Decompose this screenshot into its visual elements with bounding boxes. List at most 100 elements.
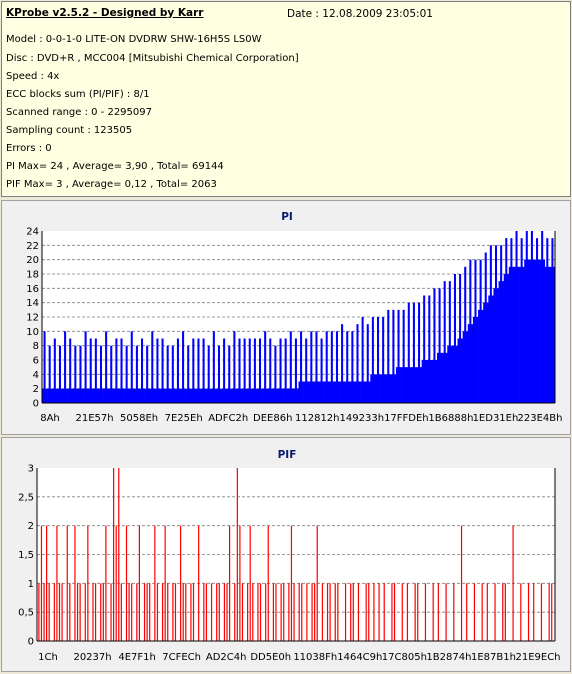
pif-bar xyxy=(316,525,318,641)
pif-y-tick-label: 2,5 xyxy=(18,492,34,503)
pi-peak-bar xyxy=(351,331,354,403)
pi-peak-bar xyxy=(269,338,272,403)
pi-peak-bar xyxy=(238,338,241,403)
pif-bar xyxy=(105,525,107,641)
pif-bar xyxy=(350,583,352,641)
pif-bar xyxy=(180,525,182,641)
pi-peak-bar xyxy=(530,231,533,403)
pif-bar xyxy=(40,525,43,641)
pi-peak-bar xyxy=(84,331,87,403)
pif-bar xyxy=(272,583,275,641)
pif-bar xyxy=(56,525,58,641)
pi-peak-bar xyxy=(135,345,138,403)
pi-peak-bar xyxy=(500,245,503,403)
pif-x-tick-label: 1464C9h xyxy=(337,652,382,663)
pif-bar xyxy=(321,583,323,641)
pi-y-tick-label: 16 xyxy=(26,284,39,295)
pi-peak-bar xyxy=(510,238,513,403)
pi-y-tick-label: 14 xyxy=(26,298,39,309)
pif-bar xyxy=(486,583,488,641)
pif-bar xyxy=(326,583,329,641)
pif-bar xyxy=(453,583,455,641)
pi-x-tick-label: 21E57h xyxy=(75,413,113,424)
pi-peak-bar xyxy=(69,338,72,403)
pif-bar xyxy=(79,583,81,641)
pif-bar xyxy=(337,583,339,641)
pif-bar xyxy=(74,525,76,641)
pi-peak-bar xyxy=(423,295,426,403)
pif-bar xyxy=(437,583,439,641)
pi-peak-bar xyxy=(525,231,528,403)
pif-bar xyxy=(344,583,347,641)
pi-peak-bar xyxy=(43,331,46,403)
pif-bar xyxy=(198,525,200,641)
pif-bar xyxy=(267,525,269,641)
errors-line: Errors : 0 xyxy=(6,143,52,154)
pi-y-tick-label: 8 xyxy=(33,341,39,352)
pif-stats-line: PIF Max= 3 , Average= 0,12 , Total= 2063 xyxy=(6,179,217,190)
pif-bar xyxy=(128,583,130,641)
pi-x-tick-label: 1B6888h xyxy=(428,413,473,424)
pif-bar xyxy=(365,583,367,641)
pi-peak-bar xyxy=(479,259,482,403)
pif-bar xyxy=(154,525,156,641)
pif-bar xyxy=(236,468,238,641)
pi-peak-bar xyxy=(356,324,359,403)
pif-bar xyxy=(249,525,251,641)
pi-peak-bar xyxy=(151,331,154,403)
pi-peak-bar xyxy=(146,345,149,403)
pif-bar xyxy=(87,525,89,641)
pi-peak-bar xyxy=(243,338,246,403)
pi-peak-bar xyxy=(294,338,297,403)
pif-bar xyxy=(378,583,380,641)
pi-x-tick-label: 7E25Eh xyxy=(165,413,203,424)
pif-y-tick-label: 3 xyxy=(28,464,34,475)
pif-bar xyxy=(280,583,282,641)
pif-bar xyxy=(223,583,226,641)
pif-bar xyxy=(185,583,187,641)
pi-peak-bar xyxy=(253,338,256,403)
pif-bar xyxy=(53,583,55,641)
pif-x-tick-label: 11038Fh xyxy=(293,652,337,663)
pif-bar xyxy=(234,583,236,641)
pi-peak-bar xyxy=(79,345,82,403)
pif-bar xyxy=(424,583,427,641)
pif-bar xyxy=(125,525,128,641)
pif-bar xyxy=(172,583,174,641)
pif-bar xyxy=(156,583,159,641)
pi-peak-bar xyxy=(258,338,262,403)
pi-peak-bar xyxy=(105,331,108,403)
pi-peak-bar xyxy=(217,345,221,403)
pif-bar xyxy=(61,583,63,641)
pif-bar xyxy=(265,583,267,641)
pif-bar xyxy=(460,525,463,641)
pi-peak-bar xyxy=(443,281,446,403)
pif-bar xyxy=(203,583,205,641)
pi-peak-bar xyxy=(438,288,441,403)
pif-bar xyxy=(502,583,504,641)
pif-bar xyxy=(298,583,300,641)
pi-peak-bar xyxy=(64,331,67,403)
pi-peak-bar xyxy=(187,345,190,403)
pif-bar xyxy=(406,583,409,641)
pi-x-tick-label: 5058Eh xyxy=(120,413,158,424)
pi-peak-bar xyxy=(58,345,61,403)
pi-y-tick-label: 22 xyxy=(26,241,39,252)
pi-peak-bar xyxy=(551,238,554,403)
pi-peak-bar xyxy=(89,338,92,403)
pif-x-tick-label: 17C805h xyxy=(382,652,427,663)
pif-bar xyxy=(473,583,476,641)
pi-peak-bar xyxy=(228,345,231,403)
pif-bar xyxy=(481,583,483,641)
pif-bar xyxy=(401,583,403,641)
pif-bar xyxy=(136,583,138,641)
ecc-line: ECC blocks sum (PI/PIF) : 8/1 xyxy=(6,89,150,100)
pif-bar xyxy=(548,583,550,641)
pif-bar xyxy=(118,468,120,641)
pif-bar xyxy=(494,583,496,641)
pi-peak-bar xyxy=(474,259,477,403)
pif-bar xyxy=(113,468,115,641)
pi-peak-bar xyxy=(515,231,518,403)
pif-bar xyxy=(161,583,164,641)
pif-y-tick-label: 1,5 xyxy=(18,550,34,561)
